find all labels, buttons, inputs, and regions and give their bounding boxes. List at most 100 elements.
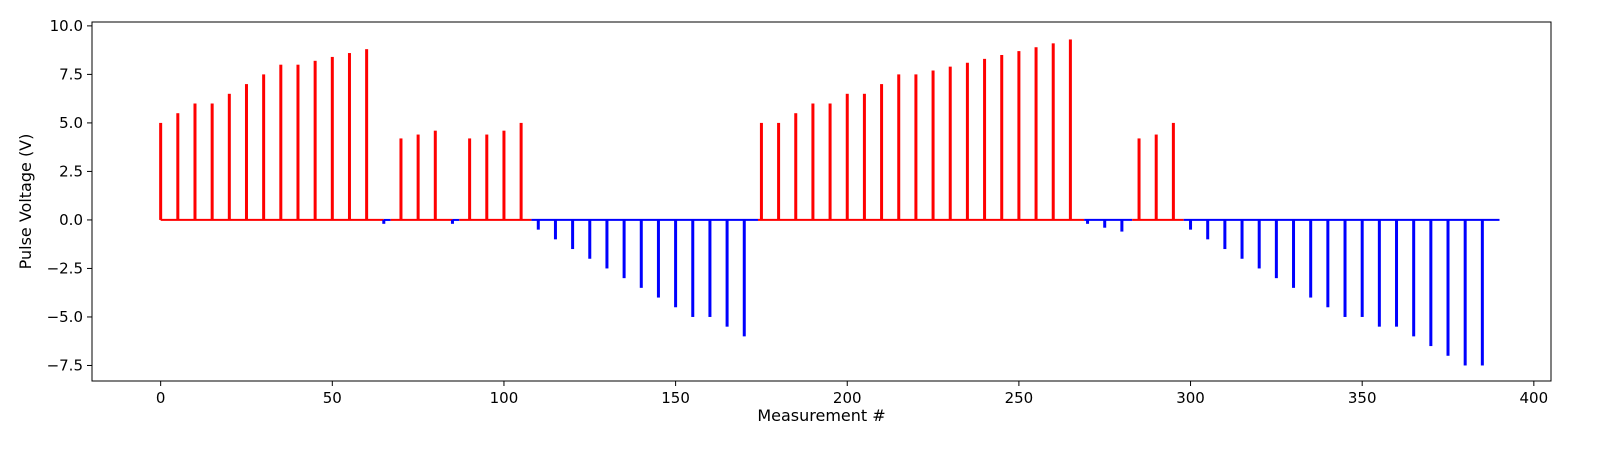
x-tick-label: 200 <box>833 389 862 407</box>
pulse-bar <box>1446 219 1450 356</box>
pulse-bar <box>416 134 420 220</box>
x-tick-label: 350 <box>1348 389 1377 407</box>
pulse-bar <box>485 134 489 220</box>
pulse-bar <box>1120 219 1124 232</box>
pulse-bar <box>828 103 832 220</box>
pulse-bar <box>536 219 540 230</box>
pulse-bar <box>313 60 317 220</box>
pulse-bar <box>674 219 678 308</box>
pulse-bar <box>965 62 969 220</box>
pulse-bar <box>605 219 609 269</box>
x-tick-label: 300 <box>1176 389 1205 407</box>
pulse-bar <box>553 219 557 240</box>
x-tick-label: 0 <box>156 389 166 407</box>
pulse-bar <box>588 219 592 259</box>
pulse-bar <box>1412 219 1416 337</box>
pulse-bar <box>330 56 334 220</box>
pulse-bar <box>622 219 626 279</box>
chart-marks <box>159 39 1500 366</box>
pulse-bar <box>1292 219 1296 288</box>
pulse-bar <box>931 70 935 220</box>
y-tick-label: 2.5 <box>59 162 83 180</box>
y-tick-label: 5.0 <box>59 114 83 132</box>
pulse-bar <box>845 93 849 220</box>
pulse-bar <box>1395 219 1399 327</box>
pulse-bar <box>639 219 643 288</box>
pulse-bar <box>1034 47 1038 220</box>
pulse-bar <box>159 122 163 220</box>
plot-frame <box>91 21 1552 382</box>
pulse-bar <box>433 130 437 220</box>
y-tick-label: 7.5 <box>59 65 83 83</box>
pulse-bar <box>1223 219 1227 250</box>
pulse-bar <box>914 74 918 220</box>
pulse-bar <box>382 219 386 224</box>
pulse-bar <box>862 93 866 220</box>
pulse-bar <box>1017 51 1021 220</box>
pulse-bar <box>1189 219 1193 230</box>
pulse-bar <box>1309 219 1313 298</box>
y-tick-label: −5.0 <box>47 308 83 326</box>
pulse-bar <box>725 219 729 327</box>
pulse-bar <box>279 64 283 220</box>
pulse-bar <box>1051 43 1055 220</box>
pulse-bar <box>519 122 523 220</box>
pulse-bar <box>880 84 884 220</box>
pulse-bar <box>1154 134 1158 220</box>
x-axis: 0 50 100 150 200 250 300 350 400 <box>156 381 1548 407</box>
pulse-bar <box>656 219 660 298</box>
pulse-bar <box>1360 219 1364 317</box>
pulse-bar <box>1343 219 1347 317</box>
pulse-bar <box>1274 219 1278 279</box>
y-axis: −7.5 −5.0 −2.5 0.0 2.5 5.0 7.5 10.0 <box>47 17 92 374</box>
pulse-bar <box>897 74 901 220</box>
pulse-bar <box>1240 219 1244 259</box>
pulse-bar <box>759 122 763 220</box>
y-tick-label: −2.5 <box>47 259 83 277</box>
pulse-bar <box>468 138 472 220</box>
pulse-bar <box>1206 219 1210 240</box>
pulse-bar <box>399 138 403 220</box>
pulse-bar <box>296 64 300 220</box>
pulse-bar <box>193 103 197 220</box>
x-tick-label: 250 <box>1005 389 1034 407</box>
pulse-bar <box>1137 138 1141 220</box>
y-tick-label: 10.0 <box>50 17 83 35</box>
pulse-bar <box>227 93 231 220</box>
pulse-bar <box>742 219 746 337</box>
x-axis-label: Measurement # <box>757 406 885 425</box>
pulse-bar <box>450 219 454 224</box>
pulse-bar <box>708 219 712 317</box>
pulse-bar <box>365 49 369 220</box>
pulse-bar <box>1171 122 1175 220</box>
pulse-bar <box>347 53 351 220</box>
pulse-bar <box>691 219 695 317</box>
pulse-bar <box>811 103 815 220</box>
pulse-bar <box>571 219 575 250</box>
pulse-bar <box>777 122 781 220</box>
x-tick-label: 150 <box>661 389 690 407</box>
y-tick-label: 0.0 <box>59 211 83 229</box>
pulse-bar <box>1429 219 1433 347</box>
x-tick-label: 100 <box>490 389 519 407</box>
pulse-bar <box>794 113 798 220</box>
pulse-bar <box>983 58 987 220</box>
pulse-bar <box>1463 219 1467 366</box>
pulse-bar <box>176 113 180 220</box>
pulse-bar <box>262 74 266 220</box>
pulse-bar <box>948 66 952 220</box>
pulse-bar <box>1326 219 1330 308</box>
pulse-bar <box>1068 39 1072 220</box>
pulse-bar <box>1103 219 1107 228</box>
pulse-bar <box>1000 54 1004 220</box>
y-tick-label: −7.5 <box>47 356 83 374</box>
x-tick-label: 50 <box>323 389 342 407</box>
pulse-bar <box>1086 219 1090 224</box>
pulse-bar <box>210 103 214 220</box>
pulse-bar <box>1377 219 1381 327</box>
x-tick-label: 400 <box>1520 389 1549 407</box>
pulse-bar <box>1257 219 1261 269</box>
pulse-bar <box>502 130 506 220</box>
y-axis-label: Pulse Voltage (V) <box>16 134 35 270</box>
